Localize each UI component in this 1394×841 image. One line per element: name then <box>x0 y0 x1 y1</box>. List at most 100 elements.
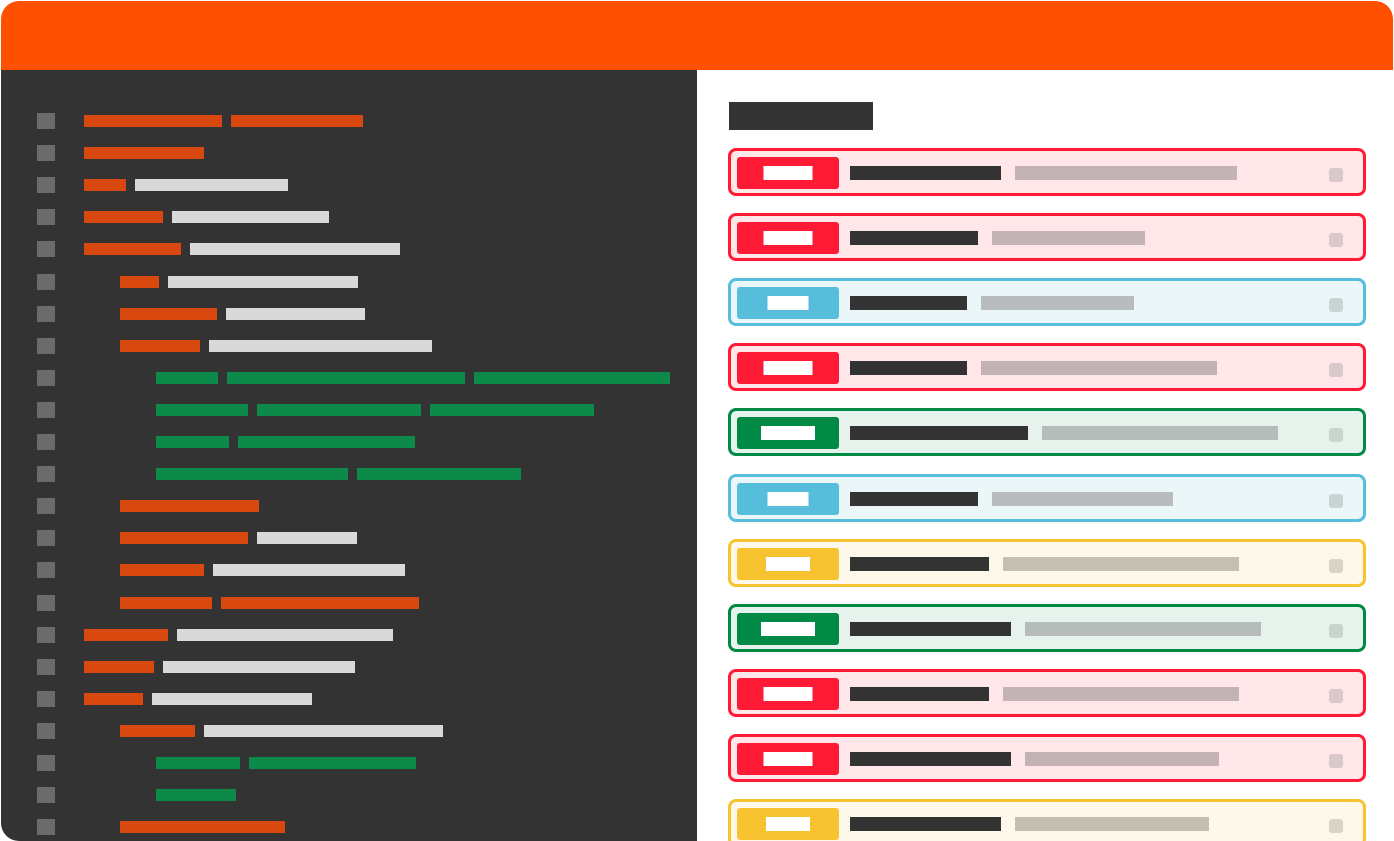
gutter-marker-icon[interactable] <box>37 306 55 322</box>
result-item-blue[interactable] <box>728 278 1366 326</box>
item-checkbox[interactable] <box>1329 428 1343 442</box>
code-line[interactable] <box>1 627 697 643</box>
result-item-blue[interactable] <box>728 474 1366 522</box>
code-line[interactable] <box>1 209 697 225</box>
code-token <box>120 532 248 544</box>
status-badge <box>737 613 839 645</box>
gutter-marker-icon[interactable] <box>37 562 55 578</box>
status-badge-label <box>761 622 815 636</box>
item-checkbox[interactable] <box>1329 363 1343 377</box>
gutter-marker-icon[interactable] <box>37 627 55 643</box>
gutter-marker-icon[interactable] <box>37 691 55 707</box>
status-badge-label <box>763 166 813 180</box>
gutter-marker-icon[interactable] <box>37 177 55 193</box>
code-line[interactable] <box>1 530 697 546</box>
results-panel <box>697 70 1393 841</box>
item-checkbox[interactable] <box>1329 168 1343 182</box>
item-checkbox[interactable] <box>1329 559 1343 573</box>
code-token <box>120 597 212 609</box>
gutter-marker-icon[interactable] <box>37 659 55 675</box>
code-line[interactable] <box>1 819 697 835</box>
result-item-red[interactable] <box>728 343 1366 391</box>
code-line[interactable] <box>1 434 697 450</box>
item-checkbox[interactable] <box>1329 819 1343 833</box>
gutter-marker-icon[interactable] <box>37 274 55 290</box>
status-badge <box>737 483 839 515</box>
gutter-marker-icon[interactable] <box>37 466 55 482</box>
code-line[interactable] <box>1 370 697 386</box>
item-checkbox[interactable] <box>1329 494 1343 508</box>
code-line[interactable] <box>1 755 697 771</box>
code-token <box>204 725 443 737</box>
result-item-red[interactable] <box>728 213 1366 261</box>
gutter-marker-icon[interactable] <box>37 595 55 611</box>
gutter-marker-icon[interactable] <box>37 145 55 161</box>
code-line[interactable] <box>1 787 697 803</box>
code-line[interactable] <box>1 306 697 322</box>
status-badge <box>737 808 839 840</box>
code-line[interactable] <box>1 595 697 611</box>
title-bar <box>1 1 1393 70</box>
status-badge <box>737 743 839 775</box>
gutter-marker-icon[interactable] <box>37 370 55 386</box>
code-token <box>474 372 670 384</box>
code-token <box>120 340 200 352</box>
status-badge-label <box>767 492 809 506</box>
code-editor[interactable] <box>1 70 697 841</box>
result-item-red[interactable] <box>728 148 1366 196</box>
gutter-marker-icon[interactable] <box>37 434 55 450</box>
result-item-green[interactable] <box>728 408 1366 456</box>
gutter-marker-icon[interactable] <box>37 209 55 225</box>
code-token <box>84 629 168 641</box>
item-subtitle <box>1015 817 1209 831</box>
gutter-marker-icon[interactable] <box>37 498 55 514</box>
code-line[interactable] <box>1 723 697 739</box>
code-line[interactable] <box>1 113 697 129</box>
gutter-marker-icon[interactable] <box>37 402 55 418</box>
status-badge <box>737 157 839 189</box>
code-line[interactable] <box>1 274 697 290</box>
item-title <box>850 296 967 310</box>
code-token <box>84 211 163 223</box>
code-line[interactable] <box>1 145 697 161</box>
code-token <box>249 757 416 769</box>
item-title <box>850 622 1011 636</box>
code-line[interactable] <box>1 338 697 354</box>
result-item-red[interactable] <box>728 669 1366 717</box>
result-item-red[interactable] <box>728 734 1366 782</box>
item-subtitle <box>1015 166 1237 180</box>
code-line[interactable] <box>1 241 697 257</box>
gutter-marker-icon[interactable] <box>37 787 55 803</box>
code-line[interactable] <box>1 691 697 707</box>
gutter-marker-icon[interactable] <box>37 723 55 739</box>
code-line[interactable] <box>1 466 697 482</box>
code-token <box>84 147 204 159</box>
code-line[interactable] <box>1 659 697 675</box>
code-token <box>177 629 393 641</box>
gutter-marker-icon[interactable] <box>37 755 55 771</box>
result-item-green[interactable] <box>728 604 1366 652</box>
code-line[interactable] <box>1 177 697 193</box>
code-token <box>168 276 358 288</box>
result-item-yellow[interactable] <box>728 539 1366 587</box>
result-item-yellow[interactable] <box>728 799 1366 841</box>
code-token <box>430 404 594 416</box>
status-badge-label <box>763 231 813 245</box>
gutter-marker-icon[interactable] <box>37 113 55 129</box>
item-title <box>850 492 978 506</box>
code-token <box>231 115 363 127</box>
item-checkbox[interactable] <box>1329 298 1343 312</box>
gutter-marker-icon[interactable] <box>37 530 55 546</box>
gutter-marker-icon[interactable] <box>37 819 55 835</box>
code-line[interactable] <box>1 498 697 514</box>
code-line[interactable] <box>1 562 697 578</box>
code-token <box>357 468 521 480</box>
gutter-marker-icon[interactable] <box>37 338 55 354</box>
item-checkbox[interactable] <box>1329 754 1343 768</box>
item-checkbox[interactable] <box>1329 624 1343 638</box>
item-checkbox[interactable] <box>1329 233 1343 247</box>
status-badge <box>737 222 839 254</box>
code-line[interactable] <box>1 402 697 418</box>
gutter-marker-icon[interactable] <box>37 241 55 257</box>
item-checkbox[interactable] <box>1329 689 1343 703</box>
